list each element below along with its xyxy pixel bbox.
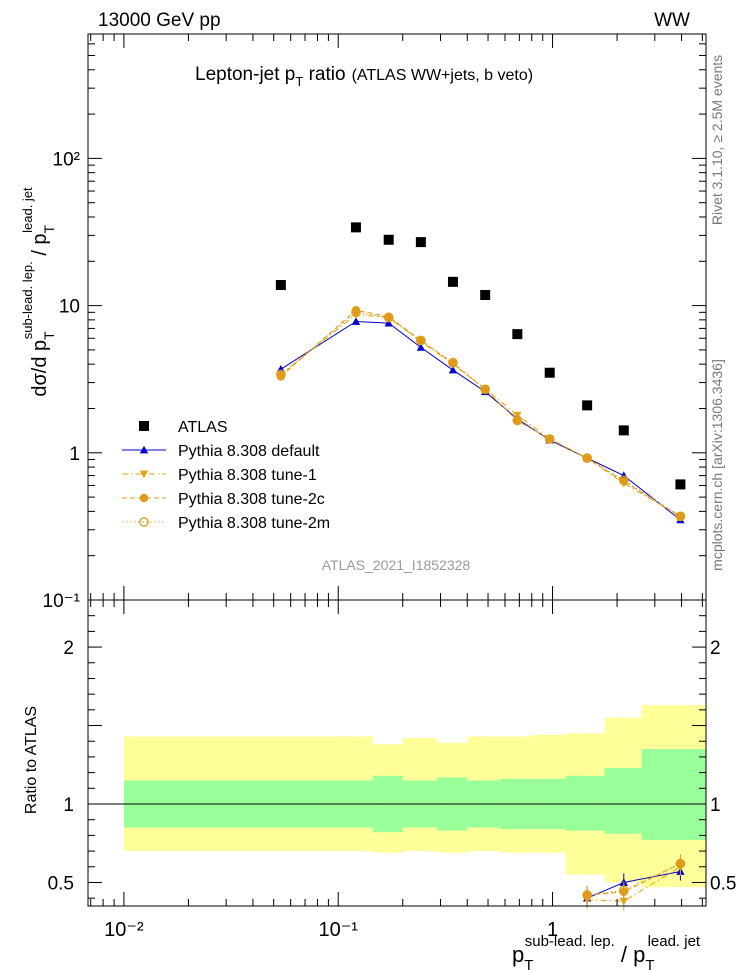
ratio-data-point (618, 885, 629, 896)
data-point (416, 336, 426, 345)
x-axis-label: pTsub-lead. lep. / pTlead. jet (512, 933, 701, 972)
title-sub: T (295, 74, 303, 89)
ratio-data-point (675, 858, 686, 869)
ratio-plot-frame (87, 599, 707, 907)
data-point (275, 280, 286, 291)
data-point (512, 329, 523, 340)
data-point (351, 307, 361, 318)
legend-marker (139, 445, 149, 454)
ratio-y-tick-label-right: 2 (710, 638, 721, 659)
series-line (280, 320, 681, 521)
legend: ATLAS Pythia 8.308 default Pythia 8.308 tu… (122, 419, 330, 532)
y-axis-label: dσ/d pTsub-lead. lep. / pTlead. jet (20, 187, 57, 397)
analysis-watermark: ATLAS_2021_I1852328 (322, 557, 471, 573)
data-point (415, 237, 426, 248)
mcplots-label: mcplots.cern.ch [arXiv:1306.3436] (709, 359, 725, 571)
data-point (618, 475, 629, 486)
data-point (618, 425, 629, 436)
ylabel-slash: / p (29, 233, 51, 261)
rivet-label: Rivet 3.1.10, ≥ 2.5M events (709, 55, 725, 225)
y-tick-label: 10 (59, 297, 80, 318)
header-right-label: WW (654, 10, 690, 31)
uncertainty-band-inner (604, 767, 642, 834)
header-left-label: 13000 GeV pp (98, 10, 221, 31)
ratio-y-tick-label: 2 (63, 638, 74, 659)
data-point (276, 369, 286, 380)
main-series (275, 222, 686, 524)
data-point (512, 415, 523, 426)
xlabel-sup2: lead. jet (648, 933, 701, 950)
data-point (416, 343, 426, 351)
ratio-y-tick-label: 0.5 (48, 873, 74, 894)
data-point (448, 359, 458, 368)
legend-marker (139, 517, 149, 527)
data-point (582, 453, 592, 463)
data-point (675, 511, 686, 522)
data-point (416, 335, 426, 346)
data-point (383, 234, 394, 245)
data-point (544, 434, 555, 444)
y-tick-label: 10² (53, 149, 80, 170)
data-point (448, 357, 458, 368)
ratio-y-axis-label: Ratio to ATLAS (23, 706, 40, 814)
legend-marker (139, 421, 149, 431)
title-extra: (ATLAS WW+jets, b veto) (352, 67, 534, 84)
data-point (582, 453, 592, 463)
x-tick-label: 10⁻¹ (318, 919, 358, 941)
data-point (350, 222, 361, 233)
uncertainty-band-inner (565, 775, 605, 831)
legend-label: ATLAS (178, 419, 228, 436)
legend-label: Pythia 8.308 tune-2m (178, 515, 330, 532)
data-point (480, 384, 491, 395)
chart-title: Lepton-jet pT ratio (ATLAS WW+jets, b vet… (195, 64, 533, 89)
ratio-y-tick-label-right: 1 (710, 795, 721, 816)
data-point (447, 276, 458, 287)
uncertainty-band-inner (641, 749, 706, 841)
data-point (351, 317, 361, 325)
ylabel-sub: T (41, 331, 57, 340)
y-tick-label: 1 (69, 444, 80, 465)
title-rest: ratio (303, 64, 345, 85)
xlabel-sup1: sub-lead. lep. (525, 933, 615, 950)
legend-label: Pythia 8.308 tune-2c (178, 491, 325, 508)
xlabel-sub1: T (524, 957, 533, 972)
series-line (280, 313, 681, 517)
main-axis-ticks: 10⁻¹ 1 10 10² (43, 33, 706, 612)
data-point (582, 400, 593, 411)
x-tick-label: 10⁻² (104, 919, 144, 941)
ratio-y-tick-label-right: 0.5 (710, 873, 736, 894)
series-line (280, 311, 681, 517)
x-tick-label: 1 (547, 919, 558, 941)
xlabel-sub2: T (645, 957, 654, 972)
data-point (448, 365, 458, 374)
legend-label: Pythia 8.308 tune-1 (178, 467, 317, 484)
series-line (280, 309, 681, 517)
ratio-data-point (619, 897, 628, 906)
data-point (383, 312, 394, 323)
ratio-data-point (582, 890, 592, 900)
data-point (480, 290, 491, 301)
ylabel-sup2: lead. jet (20, 187, 35, 233)
ylabel-sup: sub-lead. lep. (20, 261, 35, 339)
ratio-y-tick-label: 1 (63, 795, 74, 816)
ratio-axis-ticks: 10⁻² 10⁻¹ 1 0.5 0.5 1 1 2 2 (48, 600, 736, 941)
ylabel-sub2: T (41, 224, 57, 233)
data-point (384, 318, 393, 327)
legend-marker (139, 493, 149, 503)
legend-label: Pythia 8.308 default (178, 443, 320, 460)
ratio-panel: 10⁻² 10⁻¹ 1 0.5 0.5 1 1 2 2 Ratio to ATLAS (23, 599, 736, 941)
legend-marker (139, 470, 149, 479)
data-point (544, 367, 555, 378)
xlabel-slash: / p (615, 942, 646, 967)
ylabel-main: dσ/d p (29, 340, 51, 397)
xlabel-p1: p (512, 942, 524, 967)
y-tick-label: 10⁻¹ (43, 591, 81, 612)
data-point (675, 479, 686, 490)
title-main: Lepton-jet p (195, 64, 295, 85)
ratio-bands (123, 705, 706, 888)
